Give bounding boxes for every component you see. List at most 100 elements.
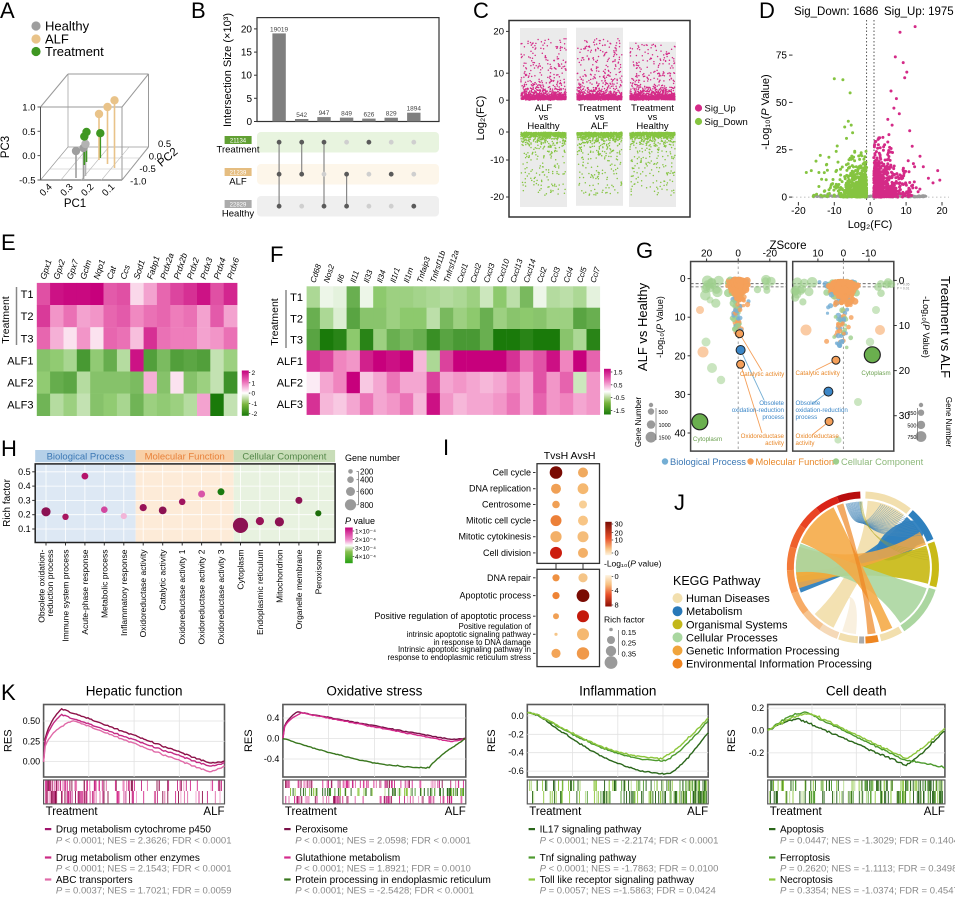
svg-text:0.35: 0.35 [622,650,637,659]
svg-text:20: 20 [615,528,623,537]
svg-text:Intersection Size (×10³): Intersection Size (×10³) [222,13,234,127]
svg-text:ALF2: ALF2 [277,378,303,390]
svg-text:T1: T1 [21,289,34,301]
svg-text:0.4: 0.4 [267,713,280,723]
svg-text:activity: activity [796,440,816,447]
svg-text:IL17 signaling pathway: IL17 signaling pathway [540,825,642,836]
svg-text:PC1: PC1 [64,198,86,210]
svg-text:RES: RES [243,729,255,752]
svg-text:Acute-phase response: Acute-phase response [80,549,90,634]
svg-text:Oxidoreductase: Oxidoreductase [741,433,785,440]
svg-text:0: 0 [615,572,619,581]
svg-text:Il33: Il33 [362,268,375,284]
svg-text:activity: activity [765,440,785,447]
svg-text:0: 0 [615,549,619,558]
svg-text:process: process [762,414,784,421]
svg-text:Treatment: Treatment [578,103,621,114]
svg-text:30: 30 [899,411,911,422]
svg-text:Peroxisome: Peroxisome [295,825,348,836]
svg-text:P < 0.0001; NES = -2.2174; FDR: P < 0.0001; NES = -2.2174; FDR < 0.0001 [540,836,719,847]
svg-text:-0.2: -0.2 [749,748,765,758]
svg-text:Healthy: Healthy [636,121,668,132]
svg-text:Il34: Il34 [375,268,388,284]
svg-text:P = 0.0447; NES = -1.3029; FDR: P = 0.0447; NES = -1.3029; FDR = 0.1404 [780,836,955,847]
svg-text:process: process [796,414,818,421]
svg-text:10: 10 [901,206,913,217]
svg-text:C: C [473,0,489,23]
svg-text:40: 40 [674,429,686,440]
svg-text:Ccs: Ccs [118,263,132,281]
svg-text:600: 600 [360,488,374,497]
svg-text:RES: RES [726,729,738,752]
svg-text:Sig_Down: 1686: Sig_Down: 1686 [794,6,878,18]
svg-text:Mitochondrion: Mitochondrion [274,549,284,603]
svg-text:4: 4 [615,586,619,595]
svg-text:Drug metabolism cytochrome p45: Drug metabolism cytochrome p450 [56,825,212,836]
svg-text:Ferroptosis: Ferroptosis [780,853,830,864]
svg-text:Gene Number: Gene Number [944,397,953,448]
svg-text:0.25: 0.25 [23,736,41,746]
svg-text:Human Diseases: Human Diseases [686,593,770,605]
svg-text:RES: RES [3,729,15,752]
svg-text:1.5: 1.5 [614,370,623,377]
svg-text:Catalytic activity: Catalytic activity [796,370,841,377]
svg-text:Catalytic activity: Catalytic activity [740,371,785,378]
svg-text:0.5: 0.5 [614,382,623,389]
svg-text:50: 50 [776,98,788,109]
svg-text:0.15: 0.15 [622,628,637,637]
svg-text:P value: P value [345,516,375,526]
svg-text:Positive regulation of apoptot: Positive regulation of apoptotic process [374,611,531,621]
svg-text:Sig_Down: Sig_Down [705,117,748,128]
svg-text:19019: 19019 [270,26,288,33]
svg-text:-20: -20 [490,192,504,203]
svg-text:0.2: 0.2 [752,703,765,713]
svg-text:0: 0 [499,95,504,106]
svg-text:Intrinsic apoptotic signaling: Intrinsic apoptotic signaling pathway in [398,645,531,654]
svg-text:Treatment: Treatment [631,103,674,114]
svg-text:ALF3: ALF3 [277,399,303,411]
svg-text:0.0: 0.0 [752,726,765,736]
svg-text:PC3: PC3 [0,136,12,158]
svg-text:Organelle membrane: Organelle membrane [294,549,304,629]
svg-text:-20: -20 [763,249,778,260]
svg-text:0: 0 [499,127,504,138]
svg-text:ALF: ALF [535,103,553,114]
svg-text:400: 400 [360,476,374,485]
svg-text:20: 20 [936,206,948,217]
svg-text:-0.2: -0.2 [508,729,524,739]
svg-text:Oxidoreductase: Oxidoreductase [796,433,840,440]
svg-text:Treatment: Treatment [217,145,260,156]
svg-text:1×10⁻⁴: 1×10⁻⁴ [355,528,376,535]
svg-text:RES: RES [486,729,498,752]
svg-text:ALF3: ALF3 [7,400,33,412]
svg-text:20: 20 [674,351,686,362]
svg-text:Cat: Cat [105,264,119,280]
svg-text:Cellular Component: Cellular Component [841,457,924,467]
svg-text:Cytoplasm: Cytoplasm [236,550,246,590]
svg-text:10: 10 [241,71,253,82]
svg-text:3×10⁻⁴: 3×10⁻⁴ [355,545,376,552]
svg-text:ALF: ALF [924,806,945,818]
svg-text:ZScore: ZScore [769,240,806,252]
svg-text:I: I [443,435,449,460]
svg-text:T2: T2 [21,311,34,323]
svg-text:vs: vs [539,112,549,123]
svg-text:Oxidoreductase activity 3: Oxidoreductase activity 3 [216,549,226,644]
svg-text:Environmental Information Proc: Environmental Information Processing [686,659,872,671]
svg-text:22829: 22829 [230,203,247,209]
svg-text:0.3: 0.3 [18,495,31,505]
svg-text:Metabolic process: Metabolic process [99,550,109,619]
svg-text:-1: -1 [252,401,258,408]
svg-text:ALF: ALF [229,177,247,188]
svg-text:1500: 1500 [659,436,671,442]
svg-text:Centrosome: Centrosome [482,500,531,510]
svg-text:Rich factor: Rich factor [2,478,13,526]
svg-text:849: 849 [341,111,352,118]
svg-text:P = 0.3354; NES = -1.0374; FDR: P = 0.3354; NES = -1.0374; FDR = 0.4547 [780,886,955,897]
svg-text:0.5: 0.5 [158,139,171,150]
svg-text:20: 20 [493,27,504,38]
svg-text:-2: -2 [252,411,258,418]
svg-text:0.4: 0.4 [18,481,31,491]
svg-text:Cell cycle: Cell cycle [492,468,531,478]
svg-text:0.50: 0.50 [23,716,41,726]
